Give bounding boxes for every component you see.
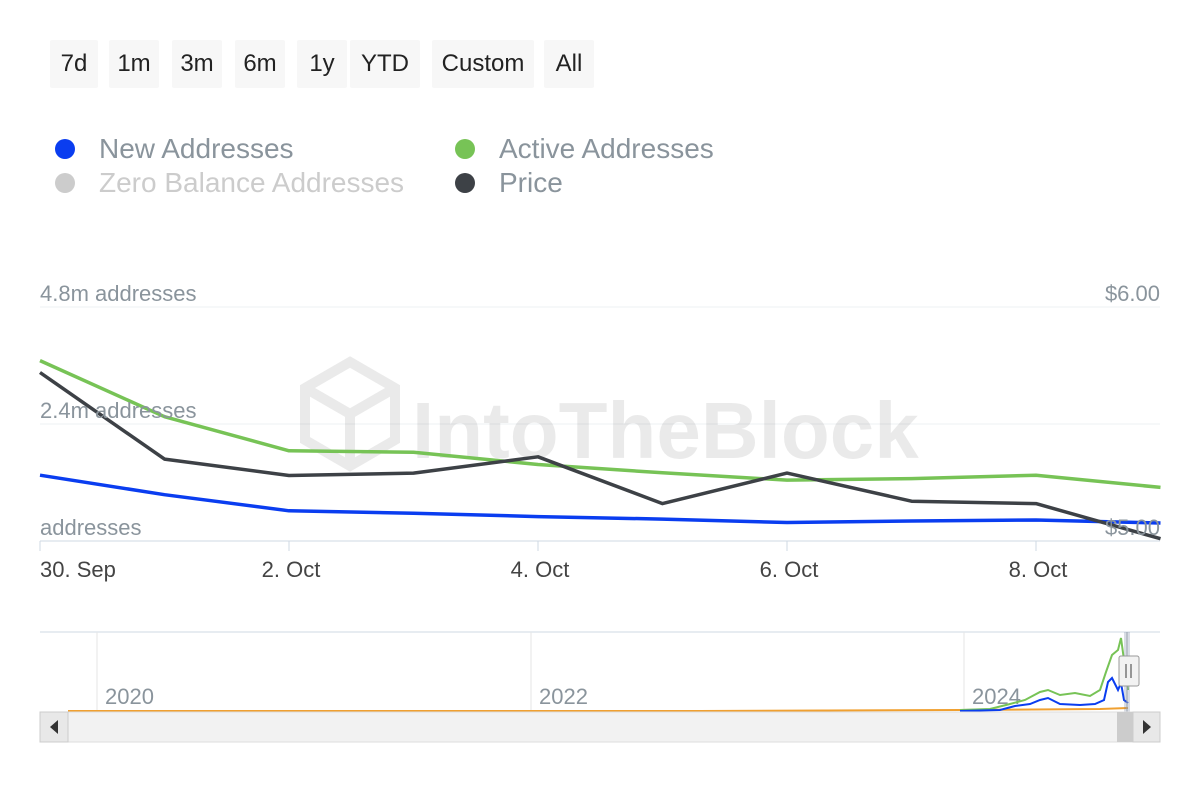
scrollbar-thumb[interactable] [1117, 712, 1133, 742]
legend-item-new-addresses[interactable]: New Addresses [55, 132, 294, 166]
navigator-year-label: 2020 [105, 684, 154, 709]
scroll-right-button[interactable] [1132, 711, 1161, 743]
y-right-tick-label: $5.00 [1105, 515, 1160, 540]
range-7d-button[interactable]: 7d [50, 40, 98, 88]
navigator-year-label: 2022 [539, 684, 588, 709]
legend-item-zero-balance-addresses[interactable]: Zero Balance Addresses [55, 166, 404, 200]
legend-dot-icon [455, 173, 475, 193]
scrollbar-track[interactable] [39, 711, 1161, 743]
legend-label: Zero Balance Addresses [99, 167, 405, 198]
y-left-tick-label: 4.8m addresses [40, 281, 197, 306]
x-tick-label: 4. Oct [511, 557, 570, 582]
series-line-active-addresses [39, 359, 1161, 490]
legend-label: Active Addresses [499, 133, 714, 164]
x-tick-label: 2. Oct [262, 557, 321, 582]
x-tick-label: 8. Oct [1009, 557, 1068, 582]
y-right-tick-label: $6.00 [1105, 281, 1160, 306]
legend-item-price[interactable]: Price [455, 166, 563, 200]
range-3m-button[interactable]: 3m [172, 40, 222, 88]
x-tick-label: 30. Sep [40, 557, 116, 582]
series-line-price [39, 371, 1161, 541]
legend-dot-icon [55, 173, 75, 193]
watermark-logo-icon [300, 356, 400, 472]
range-6m-button[interactable]: 6m [235, 40, 285, 88]
navigator-series-active-addresses [959, 637, 1129, 711]
range-ytd-button[interactable]: YTD [350, 40, 420, 88]
navigator-scrollbar[interactable] [39, 711, 1161, 743]
series-line-new-addresses [39, 473, 1161, 525]
navigator-year-label: 2024 [972, 684, 1021, 709]
navigator: 2020 2022 2024 [39, 631, 1161, 743]
legend-dot-icon [455, 139, 475, 159]
legend-dot-icon [55, 139, 75, 159]
legend-label: Price [499, 167, 563, 198]
navigator-handle[interactable] [1118, 655, 1140, 687]
x-tick-label: 6. Oct [760, 557, 819, 582]
arrow-left-icon [50, 720, 58, 734]
range-custom-button[interactable]: Custom [432, 40, 534, 88]
y-left-tick-label: addresses [40, 515, 142, 540]
range-1m-button[interactable]: 1m [109, 40, 159, 88]
watermark: IntoTheBlock [300, 356, 919, 475]
legend-item-active-addresses[interactable]: Active Addresses [455, 132, 714, 166]
legend-label: New Addresses [99, 133, 294, 164]
navigator-handle-box [1118, 655, 1140, 687]
range-all-button[interactable]: All [544, 40, 594, 88]
range-1y-button[interactable]: 1y [297, 40, 347, 88]
chart-legend: New Addresses Active Addresses Zero Bala… [50, 132, 810, 212]
navigator-series-new-addresses [959, 676, 1129, 712]
y-left-tick-label: 2.4m addresses [40, 398, 197, 423]
arrow-right-icon [1143, 720, 1151, 734]
